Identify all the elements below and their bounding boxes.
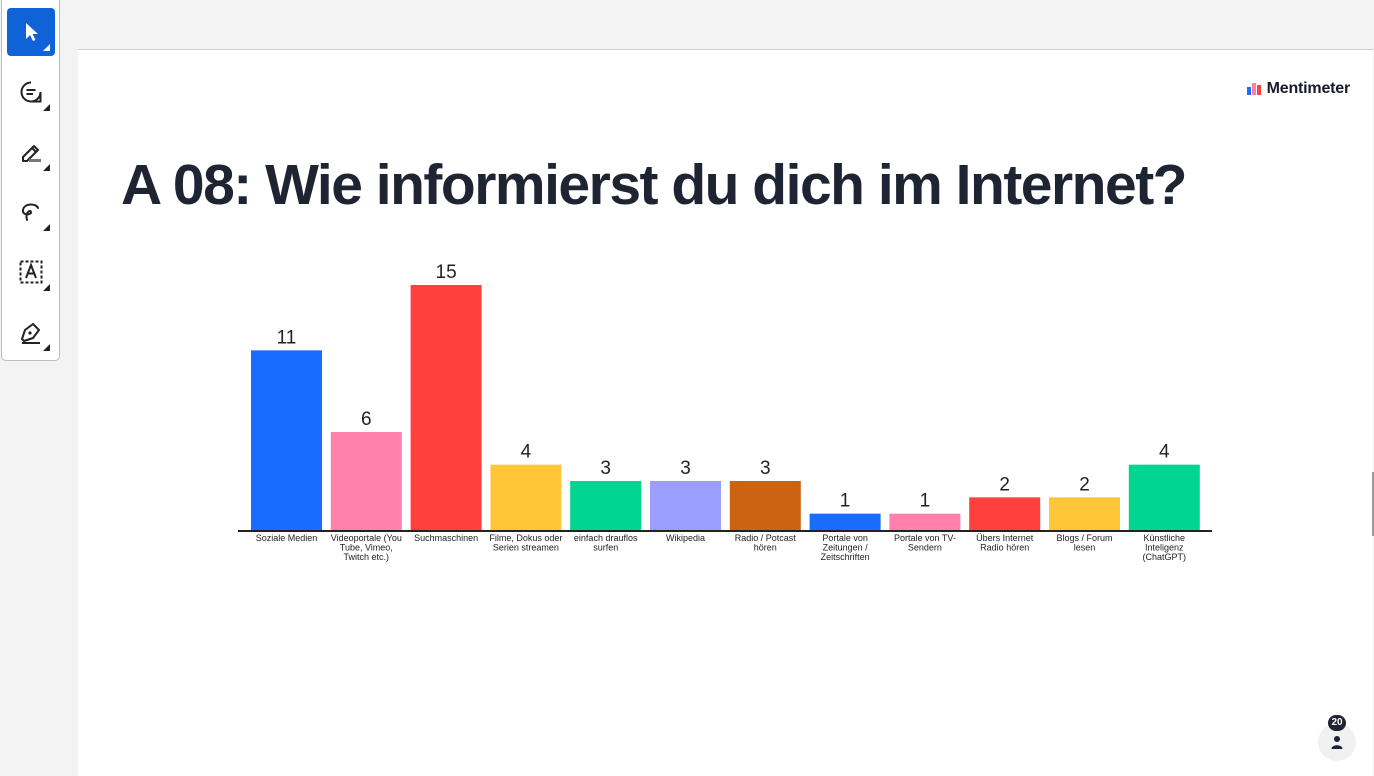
bar-6 [650, 481, 721, 530]
bar-4 [490, 464, 562, 530]
bar-value-label-1: 11 [277, 327, 297, 348]
bar-value-label-2: 6 [361, 409, 372, 430]
bar-12 [1128, 464, 1200, 530]
category-label-8-line-3: Zeitschriften [821, 552, 870, 562]
sign-tool-button[interactable] [7, 308, 55, 356]
participant-count-badge: 20 [1328, 715, 1346, 731]
person-icon [1331, 736, 1343, 749]
comment-tool-button[interactable] [7, 68, 55, 116]
bar-8 [809, 513, 881, 530]
bar-value-label-4: 4 [521, 442, 532, 463]
text-tool-button[interactable] [7, 248, 55, 296]
bar-2 [330, 432, 402, 530]
category-label-2-line-3: Twitch etc.) [344, 552, 390, 562]
bar-5 [570, 481, 642, 530]
category-label-7-line-2: hören [754, 543, 777, 553]
bar-1 [251, 350, 322, 530]
category-label-11-line-1: Blogs / Forum [1056, 533, 1112, 543]
comment-icon [20, 81, 42, 103]
freehand-icon [21, 203, 39, 221]
bar-value-label-8: 1 [840, 491, 851, 512]
category-label-11-line-2: lesen [1074, 543, 1096, 553]
bar-value-label-7: 3 [760, 458, 771, 479]
category-label-1-line-1: Soziale Medien [256, 533, 318, 543]
category-label-3-line-1: Suchmaschinen [414, 533, 478, 543]
annotation-toolbar [1, 0, 60, 361]
draw-tool-button[interactable] [7, 188, 55, 236]
slide-top-divider [78, 49, 1373, 50]
category-label-12-line-1: Künstliche [1144, 533, 1186, 543]
highlight-tool-button[interactable] [7, 128, 55, 176]
category-label-10-line-1: Übers Internet [976, 533, 1034, 543]
bar-value-label-10: 2 [999, 474, 1010, 495]
bar-value-label-3: 15 [436, 262, 457, 283]
bar-value-label-11: 2 [1079, 474, 1090, 495]
bar-value-label-9: 1 [920, 491, 931, 512]
highlighter-icon [22, 145, 41, 162]
bar-value-label-5: 3 [600, 458, 611, 479]
select-tool-button[interactable] [7, 8, 55, 56]
bar-9 [889, 513, 961, 530]
bar-10 [969, 497, 1041, 530]
category-label-5-line-2: surfen [593, 543, 618, 553]
participants-button[interactable]: 20 [1318, 715, 1356, 761]
bar-3 [410, 285, 482, 530]
category-label-8-line-2: Zeitungen / [823, 543, 869, 553]
presentation-slide: Mentimeter A 08: Wie informierst du dich… [78, 50, 1373, 776]
category-label-5-line-1: einfach drauflos [574, 533, 638, 543]
slide-title: A 08: Wie informierst du dich im Interne… [121, 153, 1188, 217]
bar-7 [729, 481, 801, 530]
category-label-8-line-1: Portale von [822, 533, 868, 543]
bar-value-label-6: 3 [680, 458, 691, 479]
category-label-12-line-3: (ChatGPT) [1143, 552, 1187, 562]
scrollbar-edge[interactable] [1372, 472, 1374, 536]
category-label-9-line-2: Sendern [908, 543, 942, 553]
text-box-icon [19, 260, 43, 284]
category-label-7-line-1: Radio / Potcast [735, 533, 797, 543]
category-label-6-line-1: Wikipedia [666, 533, 705, 543]
category-label-2-line-2: Tube, Vimeo, [340, 543, 393, 553]
category-label-4-line-2: Serien streamen [493, 543, 559, 553]
category-label-12-line-2: Inteligenz [1145, 543, 1184, 553]
pen-sign-icon [21, 323, 40, 344]
mentimeter-logo: Mentimeter [1246, 80, 1351, 98]
mentimeter-logo-icon [1246, 83, 1261, 95]
category-label-10-line-2: Radio hören [980, 543, 1029, 553]
category-label-9-line-1: Portale von TV- [894, 533, 956, 543]
brand-name: Mentimeter [1266, 80, 1351, 97]
category-label-2-line-1: Videoportale (You [331, 533, 402, 543]
bar-value-label-12: 4 [1159, 442, 1170, 463]
bar-11 [1049, 497, 1120, 530]
category-label-4-line-1: Filme, Dokus oder [489, 533, 562, 543]
cursor-arrow-icon [26, 23, 38, 41]
